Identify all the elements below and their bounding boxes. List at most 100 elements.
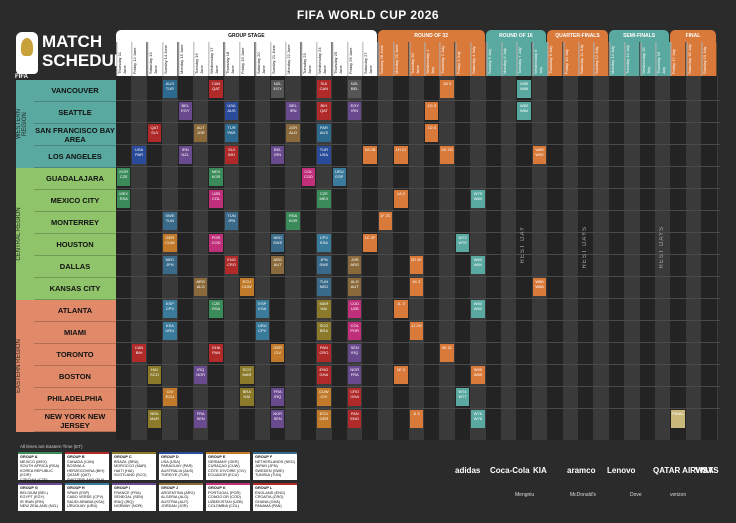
match-cell[interactable]: COL COD — [301, 168, 316, 186]
match-cell[interactable]: BEL IRN — [286, 102, 300, 120]
match-cell[interactable]: CZE RSA — [209, 300, 223, 318]
match-cell[interactable]: CPV KSA — [317, 234, 331, 252]
match-cell[interactable]: ECU CUW — [240, 278, 254, 296]
match-cell[interactable]: BEL EGY — [178, 102, 192, 120]
match-cell[interactable]: CAN BIH — [132, 344, 146, 362]
match-cell[interactable]: ESP KSA — [255, 300, 269, 318]
match-cell[interactable]: ECU GER — [317, 410, 331, 428]
match-cell[interactable]: JOR ALG — [286, 124, 300, 142]
match-cell[interactable]: CRO GHA — [348, 388, 362, 406]
match-cell[interactable]: FRA SEN — [194, 410, 208, 428]
match-cell[interactable]: W80 W82 — [471, 300, 485, 318]
match-cell[interactable]: W89 W90 — [532, 146, 547, 164]
match-cell[interactable]: USA AUS — [224, 102, 239, 120]
match-cell[interactable]: TUN NED — [317, 278, 331, 296]
match-cell[interactable]: NOR SEN — [271, 410, 285, 428]
match-cell[interactable]: SCO BRA — [317, 322, 331, 340]
match-cell[interactable]: SUI CAN — [317, 80, 331, 98]
match-cell[interactable]: TUR USA — [317, 146, 331, 164]
match-cell[interactable]: PAN CRO — [317, 344, 331, 362]
match-cell[interactable]: URU CPV — [255, 322, 269, 340]
match-cell[interactable]: COL POR — [348, 322, 362, 340]
match-cell[interactable]: GER CIV — [271, 344, 285, 362]
match-cell[interactable]: CIV ECU — [163, 388, 177, 406]
match-cell[interactable]: ESP CPV — [163, 300, 177, 318]
match-cell[interactable]: W76 W78 — [471, 410, 485, 428]
match-cell[interactable]: JPN SWE — [317, 256, 331, 274]
match-cell[interactable]: ENG GHA — [317, 366, 331, 384]
match-cell[interactable]: W90 W89 — [471, 366, 485, 384]
match-cell[interactable]: MEX RSA — [117, 190, 131, 208]
match-cell[interactable]: JOR ARG — [348, 256, 362, 274]
match-cell[interactable]: FINAL — [671, 410, 685, 428]
match-cell[interactable]: HAI SCO — [147, 366, 162, 384]
match-cell[interactable]: KOR CZE — [117, 168, 131, 186]
match-cell[interactable]: RSA KOR — [286, 212, 300, 230]
match-cell[interactable]: 1H 2J — [394, 146, 408, 164]
match-cell[interactable]: ALG AUT — [348, 278, 362, 296]
match-cell[interactable]: NOR FRA — [348, 366, 362, 384]
match-cell[interactable]: 1G 3 — [425, 102, 439, 120]
match-cell[interactable]: IRQ NOR — [194, 366, 208, 384]
match-cell[interactable]: 1I 3 — [409, 410, 423, 428]
match-cell[interactable]: USA PAR — [132, 146, 146, 164]
match-cell[interactable]: 2A 2B — [363, 146, 377, 164]
match-cell[interactable]: CUW CIV — [317, 388, 331, 406]
match-cell[interactable]: W83 W84 — [471, 256, 485, 274]
match-cell[interactable]: FRA IRQ — [271, 388, 285, 406]
match-cell[interactable]: TUN JPN — [224, 212, 239, 230]
match-cell[interactable]: BIH QAT — [317, 102, 331, 120]
match-cell[interactable]: MEX KOR — [209, 168, 223, 186]
match-cell[interactable]: TUR PAR — [224, 124, 239, 142]
match-cell[interactable]: 2D 2K — [409, 256, 423, 274]
match-cell[interactable]: UZB COL — [209, 190, 223, 208]
match-cell[interactable]: AUS TUR — [163, 80, 177, 98]
match-cell[interactable]: BEL IRN — [271, 146, 285, 164]
match-cell[interactable]: SEN IRQ — [348, 344, 362, 362]
match-cell[interactable]: POR COD — [209, 234, 223, 252]
match-cell[interactable]: BRA HAI — [240, 388, 254, 406]
match-cell[interactable]: MAR HAI — [317, 300, 331, 318]
match-cell[interactable]: 1C 2F — [363, 234, 377, 252]
match-cell[interactable]: ENG CRO — [224, 256, 239, 274]
match-cell[interactable]: NZL BEL — [348, 80, 362, 98]
match-cell[interactable]: GER CUW — [163, 234, 177, 252]
match-cell[interactable]: SCO MAR — [240, 366, 254, 384]
match-cell[interactable]: W86 W88 — [532, 278, 547, 296]
match-cell[interactable]: 1D 3 — [425, 124, 439, 142]
match-cell[interactable]: SWE TUN — [163, 212, 177, 230]
match-cell[interactable]: 1K 3 — [409, 278, 423, 296]
match-cell[interactable]: 1B 3 — [440, 80, 454, 98]
match-cell[interactable]: W85 W86 — [517, 80, 531, 98]
match-cell[interactable]: SUI BIH — [224, 146, 239, 164]
match-cell[interactable]: BRA MAR — [147, 410, 162, 428]
match-cell[interactable]: CAN QAT — [209, 80, 223, 98]
match-cell[interactable]: ARG ALG — [194, 278, 208, 296]
match-cell[interactable]: W74 W77 — [455, 388, 470, 406]
match-cell[interactable]: EGY IRN — [348, 102, 362, 120]
match-cell[interactable]: CZE MEX — [317, 190, 331, 208]
match-cell[interactable]: 2D 2G — [440, 146, 454, 164]
match-cell[interactable]: ARG AUT — [271, 256, 285, 274]
match-cell[interactable]: 1E 3 — [394, 366, 408, 384]
match-cell[interactable]: PAN ENG — [348, 410, 362, 428]
match-cell[interactable]: W82 W84 — [517, 102, 531, 120]
match-cell[interactable]: NED SWE — [271, 234, 285, 252]
match-cell[interactable]: COD UZB — [348, 300, 362, 318]
match-cell[interactable]: IRN NZL — [178, 146, 192, 164]
match-cell[interactable]: NED JPN — [163, 256, 177, 274]
match-cell[interactable]: 1A 3 — [394, 190, 408, 208]
match-cell[interactable]: QAT SUI — [147, 124, 162, 142]
match-cell[interactable]: 1L 3 — [394, 300, 408, 318]
match-cell[interactable]: GHA PAN — [209, 344, 223, 362]
match-cell[interactable]: 2K 2L — [440, 344, 454, 362]
match-cell[interactable]: KSA URU — [163, 322, 177, 340]
match-cell[interactable]: W79 W80 — [471, 190, 485, 208]
match-cell[interactable]: URU ESP — [332, 168, 346, 186]
match-cell[interactable]: AUT JOR — [194, 124, 208, 142]
match-cell[interactable]: W73 W75 — [455, 234, 470, 252]
match-cell[interactable]: PAR AUS — [317, 124, 331, 142]
match-cell[interactable]: NZL EGY — [271, 80, 285, 98]
match-cell[interactable]: 1J 2H — [409, 322, 423, 340]
match-cell[interactable]: 1F 2C — [378, 212, 393, 230]
